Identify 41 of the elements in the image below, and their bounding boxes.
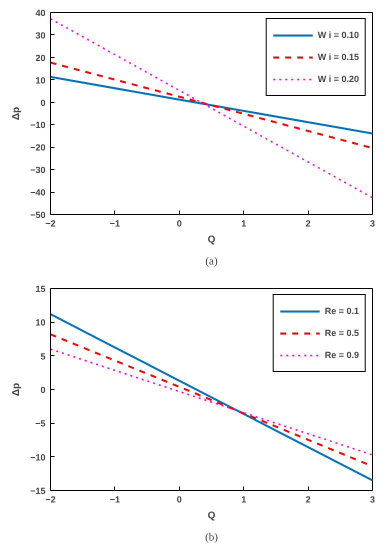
x-tick-label: 1 <box>241 218 246 228</box>
x-tick-label: 2 <box>306 218 311 228</box>
y-axis-title: Δp <box>11 106 22 120</box>
y-tick-label: 30 <box>35 30 46 40</box>
x-tick-label: 0 <box>176 218 182 228</box>
y-tick-label: −30 <box>30 165 46 176</box>
x-tick-label: −1 <box>110 494 120 504</box>
y-axis-title: Δp <box>11 382 22 396</box>
x-tick-label: 1 <box>241 494 246 504</box>
x-axis-title: Q <box>208 510 216 522</box>
y-tick-label: −10 <box>30 452 46 462</box>
x-axis-title: Q <box>208 234 216 246</box>
y-tick-label: −10 <box>30 120 46 130</box>
x-tick-label: −2 <box>45 218 56 228</box>
y-tick-label: 0 <box>40 98 46 108</box>
y-tick-label: −50 <box>30 210 46 220</box>
y-tick-label: 10 <box>35 75 46 86</box>
text: (a) <box>205 256 218 268</box>
legend-label: W i = 0.10 <box>318 30 359 40</box>
y-tick-label: 40 <box>35 8 46 18</box>
x-tick-label: 2 <box>306 494 311 504</box>
legend-label: W i = 0.15 <box>318 52 359 62</box>
y-tick-label: 20 <box>35 52 46 63</box>
y-tick-label: −20 <box>30 142 46 153</box>
y-tick-label: 10 <box>35 318 46 328</box>
legend-label: Re = 0.5 <box>324 328 359 338</box>
x-tick-label: −2 <box>45 494 56 504</box>
x-tick-label: 3 <box>370 494 376 504</box>
legend-label: Re = 0.9 <box>324 350 359 360</box>
y-tick-label: 0 <box>40 385 46 395</box>
legend-label: W i = 0.20 <box>318 74 359 84</box>
legend-label: Re = 0.1 <box>324 306 359 316</box>
y-tick-label: −40 <box>30 188 46 198</box>
x-tick-label: 3 <box>370 218 376 228</box>
y-tick-label: 5 <box>40 351 46 362</box>
text: (b) <box>205 532 218 544</box>
x-tick-label: −1 <box>110 218 120 228</box>
y-tick-label: −5 <box>35 418 46 429</box>
y-tick-label: 15 <box>35 284 46 294</box>
x-tick-label: 0 <box>176 494 182 504</box>
y-tick-label: −15 <box>30 486 46 496</box>
